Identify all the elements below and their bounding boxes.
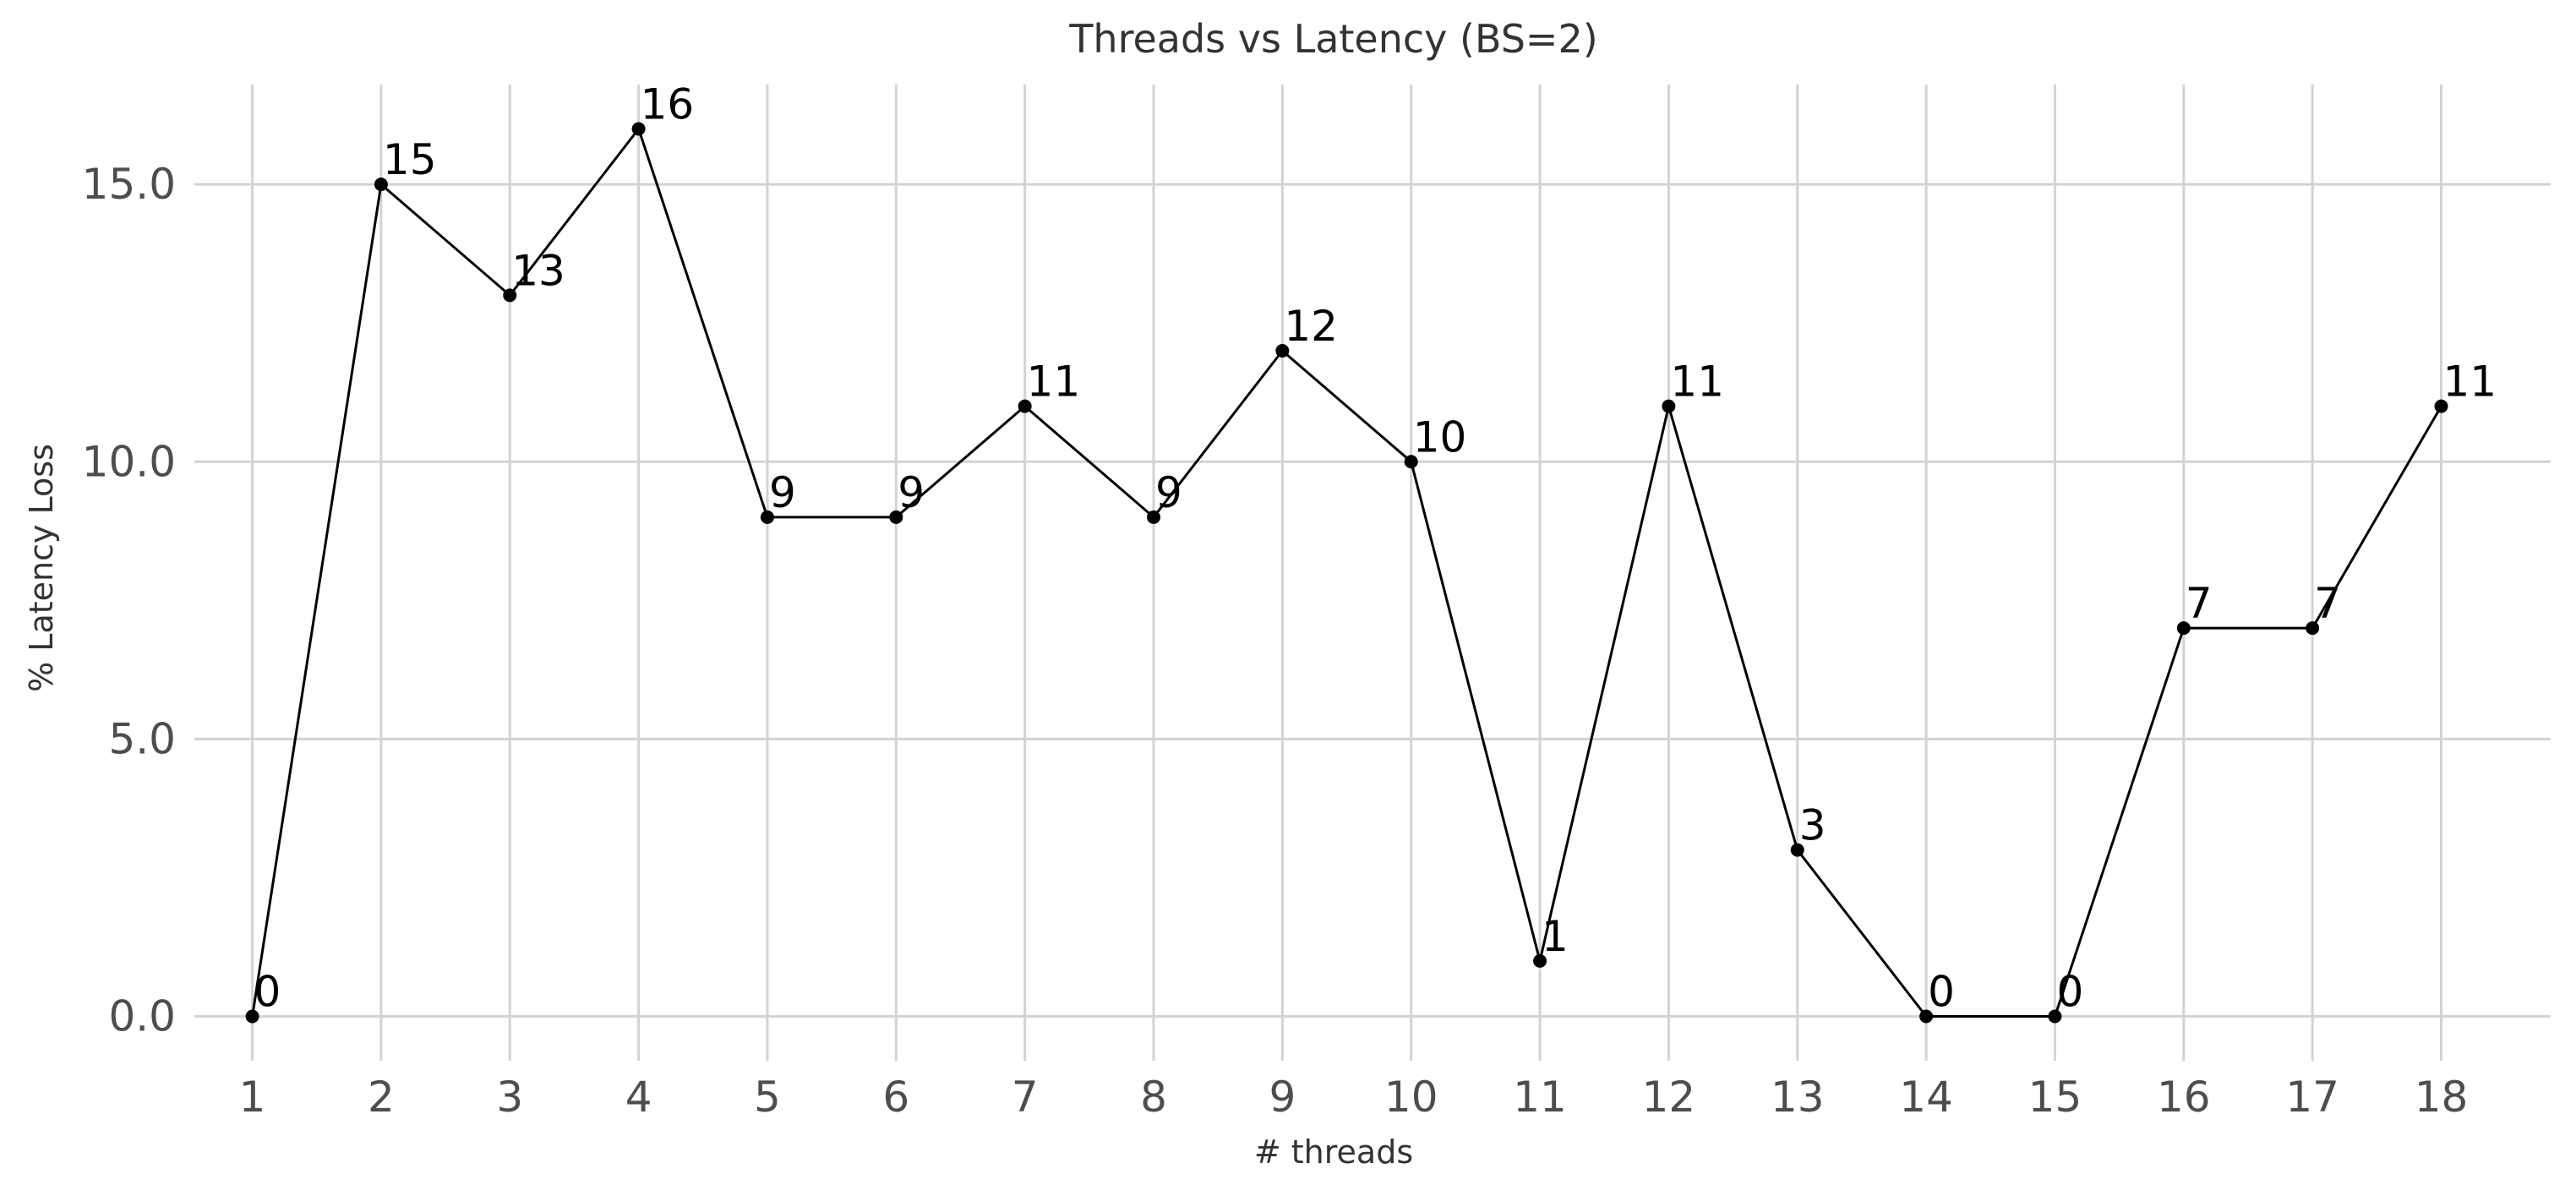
data-point [1533, 953, 1547, 968]
data-point [1275, 344, 1290, 358]
data-label: 15 [383, 135, 437, 184]
data-point [1018, 399, 1032, 413]
data-label: 10 [1413, 412, 1467, 461]
x-tick-label: 11 [1513, 1073, 1567, 1122]
data-label: 7 [2186, 579, 2213, 628]
data-point [2176, 621, 2191, 636]
x-tick-label: 18 [2415, 1073, 2469, 1122]
data-label: 13 [511, 246, 565, 295]
x-tick-label: 2 [368, 1073, 395, 1122]
tick-labels: 1 2 3 4 5 6 7 8 9 10 11 12 13 14 15 16 17 180.05.010.015.… [82, 160, 2469, 1122]
data-point [1919, 1009, 1934, 1024]
data-point [245, 1009, 259, 1024]
data-point [1147, 510, 1161, 524]
x-tick-label: 12 [1642, 1073, 1696, 1122]
data-point [631, 122, 646, 136]
x-axis-label: # threads [1254, 1133, 1413, 1171]
y-tick-label: 5.0 [108, 714, 176, 763]
data-point [1662, 399, 1676, 413]
y-tick-label: 0.0 [108, 992, 176, 1041]
chart-title: Threads vs Latency (BS=2) [1068, 16, 1597, 62]
y-axis-label: % Latency Loss [23, 444, 60, 692]
x-tick-label: 14 [1899, 1073, 1953, 1122]
x-tick-label: 13 [1771, 1073, 1825, 1122]
x-tick-label: 16 [2157, 1073, 2211, 1122]
data-label: 11 [1027, 358, 1081, 407]
x-tick-label: 4 [625, 1073, 652, 1122]
x-tick-label: 3 [496, 1073, 523, 1122]
data-point [2306, 621, 2320, 636]
x-tick-label: 5 [754, 1073, 781, 1122]
x-tick-label: 9 [1269, 1073, 1296, 1122]
data-point [503, 288, 517, 303]
data-point [1404, 455, 1418, 469]
data-label: 9 [898, 468, 925, 517]
data-label: 1 [1542, 912, 1569, 961]
data-point [1790, 843, 1804, 857]
series-line [251, 126, 2442, 1018]
x-tick-label: 1 [239, 1073, 266, 1122]
grid-lines [194, 85, 2551, 1061]
data-label: 0 [254, 968, 281, 1017]
data-label: 7 [2314, 579, 2341, 628]
x-tick-label: 7 [1012, 1073, 1039, 1122]
x-tick-label: 17 [2285, 1073, 2339, 1122]
x-tick-label: 10 [1384, 1073, 1438, 1122]
data-label: 12 [1284, 302, 1338, 351]
data-point [2048, 1009, 2062, 1024]
data-label: 0 [1928, 968, 1955, 1017]
data-label: 11 [2443, 358, 2497, 407]
x-tick-label: 8 [1140, 1073, 1167, 1122]
data-series [245, 122, 2448, 1024]
data-label: 16 [641, 80, 695, 129]
data-label: 3 [1799, 801, 1826, 850]
data-point [2434, 399, 2448, 413]
x-tick-label: 15 [2028, 1073, 2082, 1122]
data-point [760, 510, 774, 524]
y-tick-label: 10.0 [82, 437, 176, 486]
x-tick-label: 6 [882, 1073, 909, 1122]
data-label: 9 [769, 468, 796, 517]
data-point [889, 510, 903, 524]
data-label: 9 [1155, 468, 1182, 517]
data-label: 11 [1670, 358, 1724, 407]
y-tick-label: 15.0 [82, 160, 176, 209]
data-label: 0 [2056, 968, 2083, 1017]
data-point [374, 177, 388, 192]
